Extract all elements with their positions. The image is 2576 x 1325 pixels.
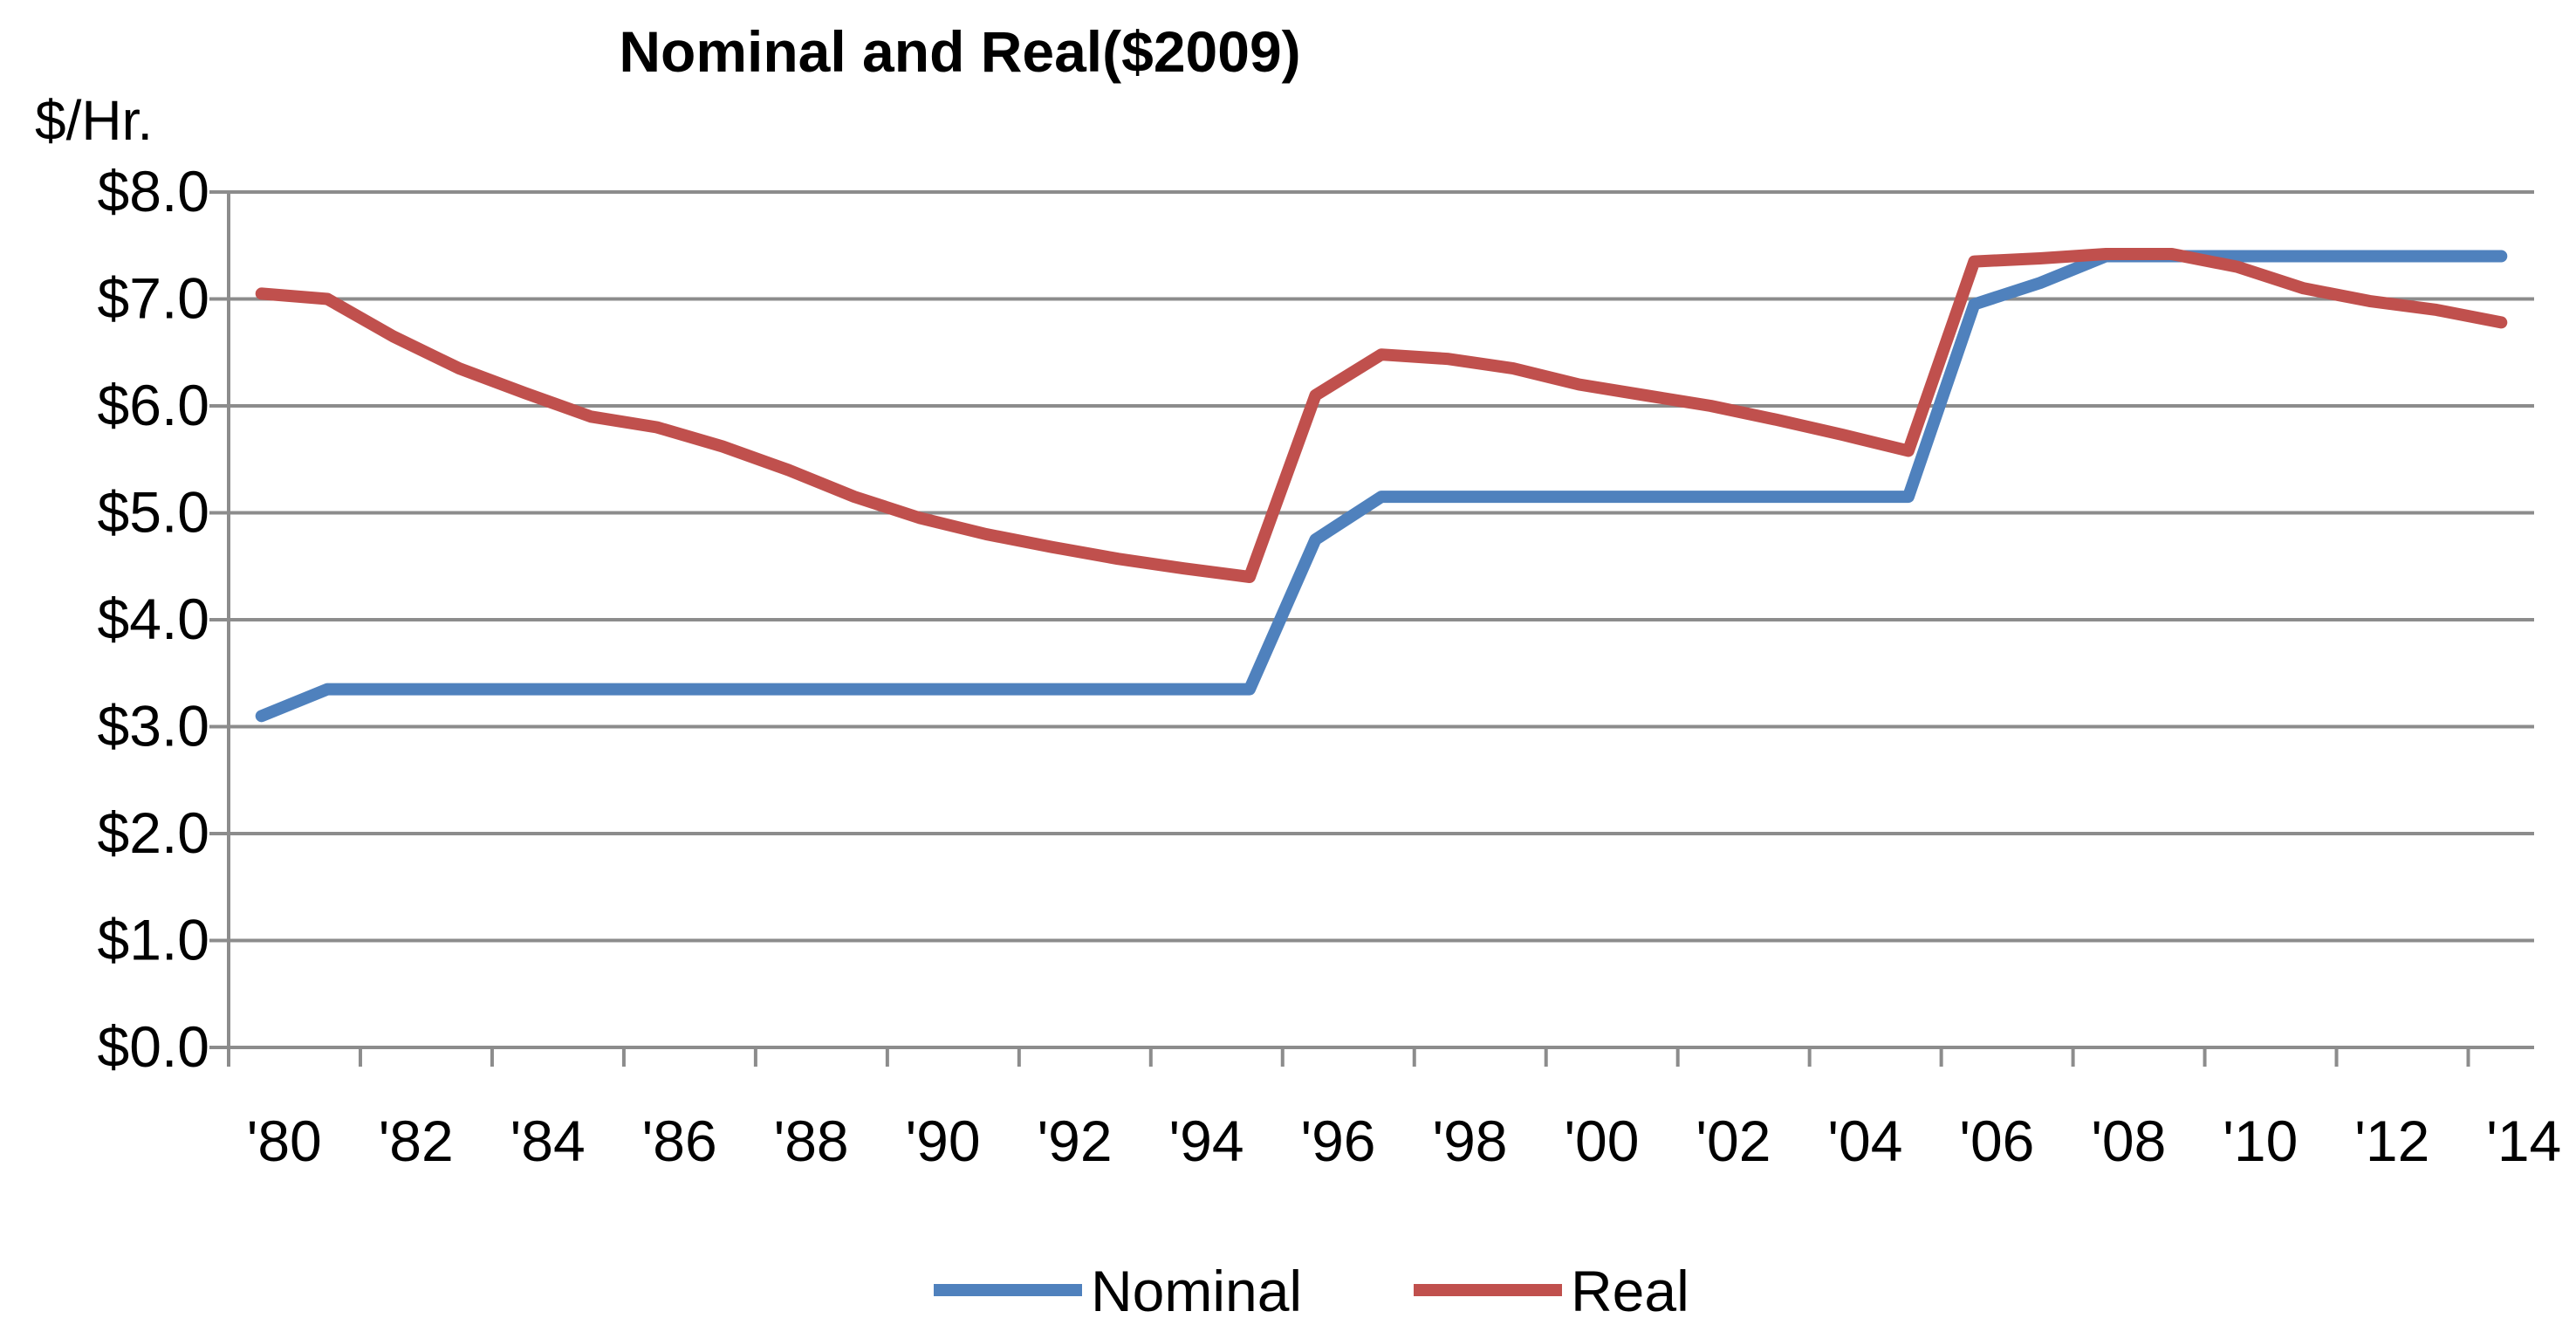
x-tick-label: '84 [510, 1109, 586, 1173]
x-tick-label: '80 [247, 1109, 322, 1173]
y-tick-label: $2.0 [98, 800, 209, 865]
y-tick-label: $8.0 [98, 159, 209, 223]
y-tick-label: $0.0 [98, 1014, 209, 1079]
y-tick-label: $1.0 [98, 908, 209, 972]
chart-title: Nominal and Real($2009) [619, 19, 1300, 84]
y-tick-labels: $0.0 $1.0 $2.0 $3.0 $4.0 $5.0 $6.0 $7.0 $8.0 [98, 159, 209, 1079]
x-tick-label: '06 [1959, 1109, 2034, 1173]
y-axis-label: $/Hr. [35, 89, 153, 152]
x-tick-label: '08 [2091, 1109, 2166, 1173]
series-line-nominal [255, 250, 2508, 723]
legend: Nominal Real [934, 1259, 1689, 1323]
x-tick-label: '90 [906, 1109, 981, 1173]
y-tick-label: $6.0 [98, 373, 209, 437]
legend-label-real: Real [1571, 1259, 1689, 1323]
x-tick-label: '92 [1038, 1109, 1113, 1173]
axes [227, 192, 2470, 1067]
y-tick-label: $5.0 [98, 480, 209, 545]
x-tick-label: '82 [379, 1109, 454, 1173]
gridlines [209, 190, 2534, 1049]
series-lines [255, 248, 2508, 723]
x-tick-label: '94 [1169, 1109, 1244, 1173]
x-tick-label: '88 [774, 1109, 849, 1173]
x-tick-label: '98 [1432, 1109, 1507, 1173]
x-tick-labels: '80 '82 '84 '86 '88 '90 '92 '94 '96 '98 '00 '02 '04 '… [247, 1109, 2562, 1173]
series-line-real [255, 248, 2508, 583]
x-tick-label: '00 [1564, 1109, 1639, 1173]
x-tick-label: '96 [1301, 1109, 1376, 1173]
x-tick-label: '04 [1827, 1109, 1902, 1173]
x-tick-label: '02 [1696, 1109, 1771, 1173]
x-tick-label: '12 [2354, 1109, 2429, 1173]
y-tick-label: $7.0 [98, 266, 209, 331]
x-tick-label: '10 [2223, 1109, 2298, 1173]
y-tick-label: $4.0 [98, 587, 209, 651]
x-tick-label: '86 [642, 1109, 717, 1173]
legend-label-nominal: Nominal [1091, 1259, 1302, 1323]
y-tick-label: $3.0 [98, 694, 209, 759]
x-tick-label: '14 [2486, 1109, 2561, 1173]
